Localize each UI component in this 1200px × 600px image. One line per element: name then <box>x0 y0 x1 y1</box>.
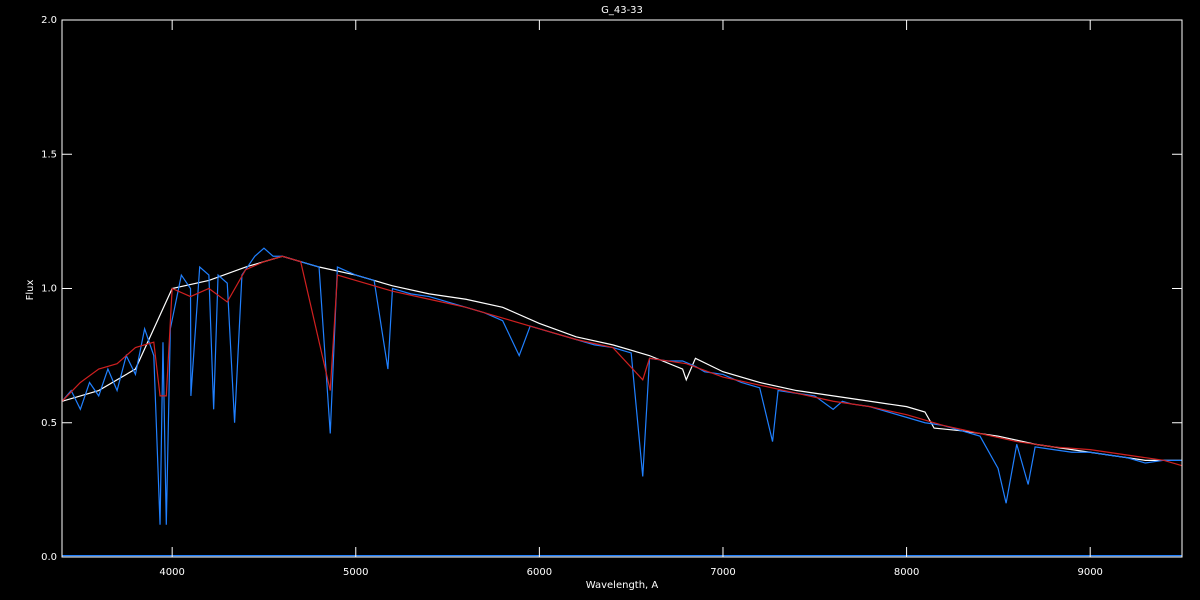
x-tick-label: 5000 <box>343 567 368 578</box>
y-tick-label: 0.5 <box>41 418 57 429</box>
x-tick-label: 8000 <box>894 567 919 578</box>
y-tick-label: 1.5 <box>41 149 57 160</box>
y-tick-label: 0.0 <box>41 552 57 563</box>
x-tick-label: 9000 <box>1077 567 1102 578</box>
x-tick-label: 4000 <box>159 567 184 578</box>
spectrum-line <box>61 255 1183 467</box>
spectrum-line <box>61 247 1182 525</box>
chart-title: G_43-33 <box>601 5 643 16</box>
x-tick-label: 7000 <box>710 567 735 578</box>
y-tick-label: 1.0 <box>41 284 57 295</box>
y-axis-label: Flux <box>25 280 36 301</box>
x-axis-label: Wavelength, A <box>586 580 659 591</box>
y-tick-label: 2.0 <box>41 15 57 26</box>
x-tick-label: 6000 <box>527 567 552 578</box>
